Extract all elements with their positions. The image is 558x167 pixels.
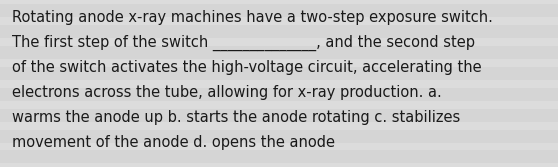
Bar xyxy=(0,109,558,122)
Bar xyxy=(0,25,558,38)
Text: movement of the anode d. opens the anode: movement of the anode d. opens the anode xyxy=(12,135,335,150)
Text: warms the anode up b. starts the anode rotating c. stabilizes: warms the anode up b. starts the anode r… xyxy=(12,110,460,125)
Bar xyxy=(0,67,558,80)
Bar xyxy=(0,46,558,59)
Text: The first step of the switch ______________, and the second step: The first step of the switch ___________… xyxy=(12,35,475,51)
Text: Rotating anode x-ray machines have a two-step exposure switch.: Rotating anode x-ray machines have a two… xyxy=(12,10,493,25)
Text: electrons across the tube, allowing for x-ray production. a.: electrons across the tube, allowing for … xyxy=(12,85,442,100)
Bar xyxy=(0,130,558,143)
Bar xyxy=(0,88,558,101)
Bar xyxy=(0,150,558,163)
Text: of the switch activates the high-voltage circuit, accelerating the: of the switch activates the high-voltage… xyxy=(12,60,482,75)
Bar xyxy=(0,4,558,17)
